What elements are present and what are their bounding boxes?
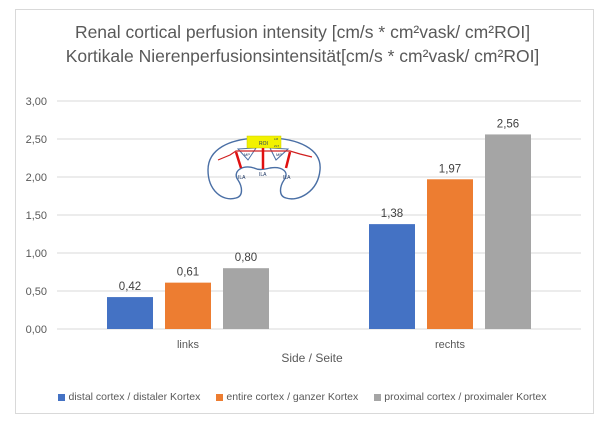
legend-item-proximal: proximal cortex / proximaler Kortex [374,391,547,403]
y-tick-label: 3,00 [26,96,47,108]
y-tick-label: 1,00 [26,248,47,260]
bar [485,134,531,329]
legend-swatch [374,393,382,401]
bar [223,268,269,329]
x-axis-categories: links rechts [177,339,465,351]
mp-label-right: MP [276,152,282,157]
bar [427,179,473,329]
chart-title: Renal cortical perfusion intensity [cm/s… [74,22,531,42]
bar [369,224,415,329]
legend: distal cortex / distaler Kortex entire c… [0,391,605,403]
legend-swatch [216,393,224,401]
mp-label-left: MP [244,152,250,157]
y-tick-label: 1,50 [26,210,47,222]
data-labels: 0,42 0,61 0,80 1,38 1,97 2,56 [119,118,519,293]
lm-label: LM [274,137,279,141]
data-label: 0,80 [235,252,257,264]
bar [165,282,211,329]
y-tick-label: 2,50 [26,134,47,146]
zlt-label: ZLT [274,144,279,148]
data-label: 1,38 [381,208,403,220]
data-label: 1,97 [439,163,461,175]
ila-left [234,151,243,169]
kidney-diagram-inset: ROI LM ZLT MP MP ILA ILA ILA [207,135,321,200]
x-category-label: rechts [435,339,465,351]
x-category-label: links [177,339,200,351]
ila-label-center: ILA [259,172,267,178]
ila-label-left: ILA [238,175,246,181]
arcuate-artery [217,150,313,161]
legend-item-distal: distal cortex / distaler Kortex [58,391,200,403]
kidney-outline [207,137,321,200]
legend-item-entire: entire cortex / ganzer Kortex [216,391,358,403]
bar [107,297,153,329]
data-label: 0,42 [119,281,141,293]
chart-subtitle: Kortikale Nierenperfusionsintensität[cm/… [65,46,540,66]
ila-right [284,151,292,169]
data-label: 2,56 [497,118,519,130]
roi-label: ROI [259,141,268,147]
x-axis-title: Side / Seite [281,351,343,365]
y-tick-label: 0,50 [26,286,47,298]
legend-swatch [58,393,66,401]
ila-label-right: ILA [283,175,291,181]
y-tick-label: 0,00 [26,324,47,336]
y-axis-ticks: 0,00 0,50 1,00 1,50 2,00 2,50 3,00 [26,96,47,336]
bars [107,134,531,329]
y-tick-label: 2,00 [26,172,47,184]
legend-label: distal cortex / distaler Kortex [68,391,201,403]
data-label: 0,61 [177,267,199,279]
legend-label: entire cortex / ganzer Kortex [226,391,359,403]
legend-label: proximal cortex / proximaler Kortex [384,391,547,403]
